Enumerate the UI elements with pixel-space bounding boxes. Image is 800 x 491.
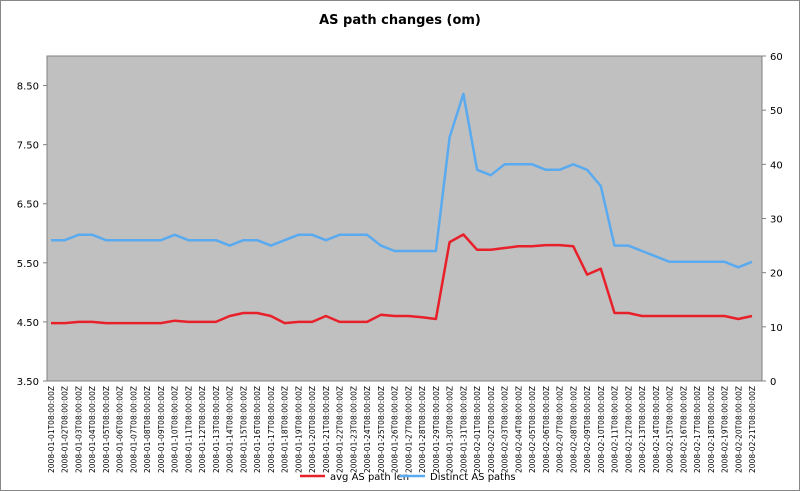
x-tick-label: 2008-01-29T08:00:00Z xyxy=(432,386,441,473)
y2-tick-label: 0 xyxy=(770,377,776,388)
y2-tick-label: 50 xyxy=(770,106,783,117)
x-tick-label: 2008-02-12T08:00:00Z xyxy=(624,386,633,473)
x-tick-label: 2008-01-26T08:00:00Z xyxy=(391,386,400,473)
series-line xyxy=(51,92,753,269)
x-tick-label: 2008-01-16T08:00:00Z xyxy=(253,386,262,473)
x-tick-label: 2008-01-04T08:00:00Z xyxy=(88,386,97,473)
x-tick-label: 2008-01-05T08:00:00Z xyxy=(102,386,111,473)
x-tick-label: 2008-01-12T08:00:00Z xyxy=(198,386,207,473)
y-tick-label: 4.50 xyxy=(17,318,39,329)
y2-tick-label: 20 xyxy=(770,269,783,280)
y2-tick-label: 30 xyxy=(770,215,783,226)
x-tick-label: 2008-01-08T08:00:00Z xyxy=(143,386,152,473)
y-tick-label: 5.50 xyxy=(17,259,39,270)
x-tick-label: 2008-01-31T08:00:00Z xyxy=(459,386,468,473)
x-tick-label: 2008-01-19T08:00:00Z xyxy=(294,386,303,473)
x-tick-label: 2008-02-10T08:00:00Z xyxy=(597,386,606,473)
x-tick-label: 2008-01-21T08:00:00Z xyxy=(322,386,331,473)
y-tick-label: 3.50 xyxy=(17,377,39,388)
y2-tick-label: 10 xyxy=(770,323,783,334)
x-tick-label: 2008-02-04T08:00:00Z xyxy=(514,386,523,473)
x-tick-label: 2008-01-07T08:00:00Z xyxy=(129,386,138,473)
x-tick-label: 2008-02-13T08:00:00Z xyxy=(638,386,647,473)
x-tick-label: 2008-01-22T08:00:00Z xyxy=(336,386,345,473)
x-tick-label: 2008-01-09T08:00:00Z xyxy=(157,386,166,473)
x-tick-label: 2008-01-17T08:00:00Z xyxy=(267,386,276,473)
x-tick-label: 2008-01-30T08:00:00Z xyxy=(446,386,455,473)
y-tick-label: 6.50 xyxy=(17,200,39,211)
x-tick-label: 2008-01-11T08:00:00Z xyxy=(184,386,193,473)
x-tick-label: 2008-02-06T08:00:00Z xyxy=(542,386,551,473)
x-tick-label: 2008-02-21T08:00:00Z xyxy=(748,386,757,473)
x-tick-label: 2008-02-09T08:00:00Z xyxy=(583,386,592,473)
x-tick-label: 2008-02-02T08:00:00Z xyxy=(487,386,496,473)
x-tick-label: 2008-02-14T08:00:00Z xyxy=(652,386,661,473)
x-tick-label: 2008-02-05T08:00:00Z xyxy=(528,386,537,473)
y-tick-label: 7.50 xyxy=(17,141,39,152)
series-line xyxy=(51,233,753,325)
x-tick-label: 2008-02-03T08:00:00Z xyxy=(501,386,510,473)
x-tick-label: 2008-02-16T08:00:00Z xyxy=(679,386,688,473)
chart-title: AS path changes (om) xyxy=(319,13,481,28)
x-tick-label: 2008-02-20T08:00:00Z xyxy=(734,386,743,473)
x-tick-label: 2008-02-11T08:00:00Z xyxy=(611,386,620,473)
y2-tick-label: 60 xyxy=(770,52,783,63)
x-tick-label: 2008-02-07T08:00:00Z xyxy=(556,386,565,473)
x-tick-label: 2008-01-03T08:00:00Z xyxy=(74,386,83,473)
x-tick-label: 2008-01-10T08:00:00Z xyxy=(171,386,180,473)
x-tick-label: 2008-02-01T08:00:00Z xyxy=(473,386,482,473)
plot-area xyxy=(46,55,763,382)
x-tick-label: 2008-01-02T08:00:00Z xyxy=(61,386,70,473)
x-tick-label: 2008-02-18T08:00:00Z xyxy=(707,386,716,473)
x-tick-label: 2008-01-13T08:00:00Z xyxy=(212,386,221,473)
x-tick-label: 2008-01-20T08:00:00Z xyxy=(308,386,317,473)
x-tick-label: 2008-01-24T08:00:00Z xyxy=(363,386,372,473)
x-tick-label: 2008-01-01T08:00:00Z xyxy=(47,386,56,473)
x-tick-label: 2008-01-27T08:00:00Z xyxy=(404,386,413,473)
x-tick-label: 2008-01-14T08:00:00Z xyxy=(226,386,235,473)
x-tick-label: 2008-02-17T08:00:00Z xyxy=(693,386,702,473)
y2-tick-label: 40 xyxy=(770,160,783,171)
x-tick-label: 2008-01-15T08:00:00Z xyxy=(239,386,248,473)
y-tick-label: 8.50 xyxy=(17,82,39,93)
legend-label: Distinct AS paths xyxy=(430,472,516,483)
legend-label: avg AS path len xyxy=(330,472,409,483)
x-tick-label: 2008-01-18T08:00:00Z xyxy=(281,386,290,473)
x-tick-label: 2008-01-23T08:00:00Z xyxy=(349,386,358,473)
x-tick-label: 2008-01-06T08:00:00Z xyxy=(116,386,125,473)
x-tick-label: 2008-02-15T08:00:00Z xyxy=(666,386,675,473)
x-tick-label: 2008-02-19T08:00:00Z xyxy=(721,386,730,473)
x-tick-label: 2008-02-08T08:00:00Z xyxy=(569,386,578,473)
x-tick-label: 2008-01-28T08:00:00Z xyxy=(418,386,427,473)
x-tick-label: 2008-01-25T08:00:00Z xyxy=(377,386,386,473)
